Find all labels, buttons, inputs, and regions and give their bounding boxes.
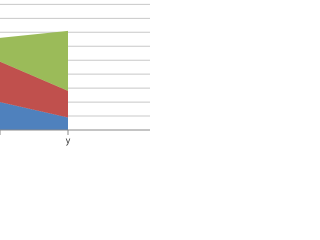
area	[0, 102, 68, 130]
page: y (() => { const data = JSON.parse(docum…	[0, 0, 150, 150]
chart: y	[0, 3, 150, 145]
area	[0, 30, 68, 91]
x-tick-label: y	[66, 135, 71, 145]
area	[0, 61, 68, 118]
